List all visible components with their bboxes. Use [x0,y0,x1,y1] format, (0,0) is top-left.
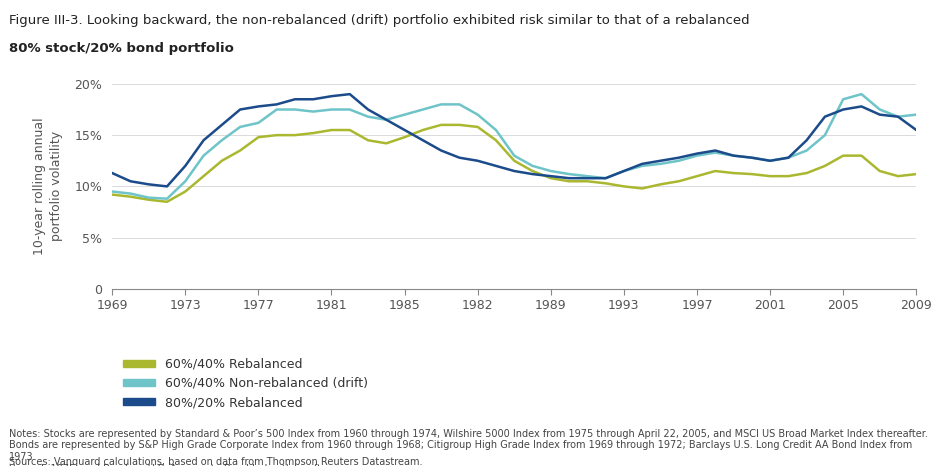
Y-axis label: 10-year rolling annual
portfolio volatility: 10-year rolling annual portfolio volatil… [34,117,64,255]
Text: 80% stock/20% bond portfolio: 80% stock/20% bond portfolio [9,42,235,55]
Text: Figure III-3. Looking backward, the non-rebalanced (drift) portfolio exhibited r: Figure III-3. Looking backward, the non-… [9,14,750,27]
Legend: 60%/40% Rebalanced, 60%/40% Non-rebalanced (drift), 80%/20% Rebalanced: 60%/40% Rebalanced, 60%/40% Non-rebalanc… [119,353,373,414]
Text: Notes: Stocks are represented by Standard & Poor’s 500 Index from 1960 through 1: Notes: Stocks are represented by Standar… [9,429,928,466]
Text: Sources: Vanguard calculations, based on data from Thompson Reuters Datastream.: Sources: Vanguard calculations, based on… [9,457,423,466]
